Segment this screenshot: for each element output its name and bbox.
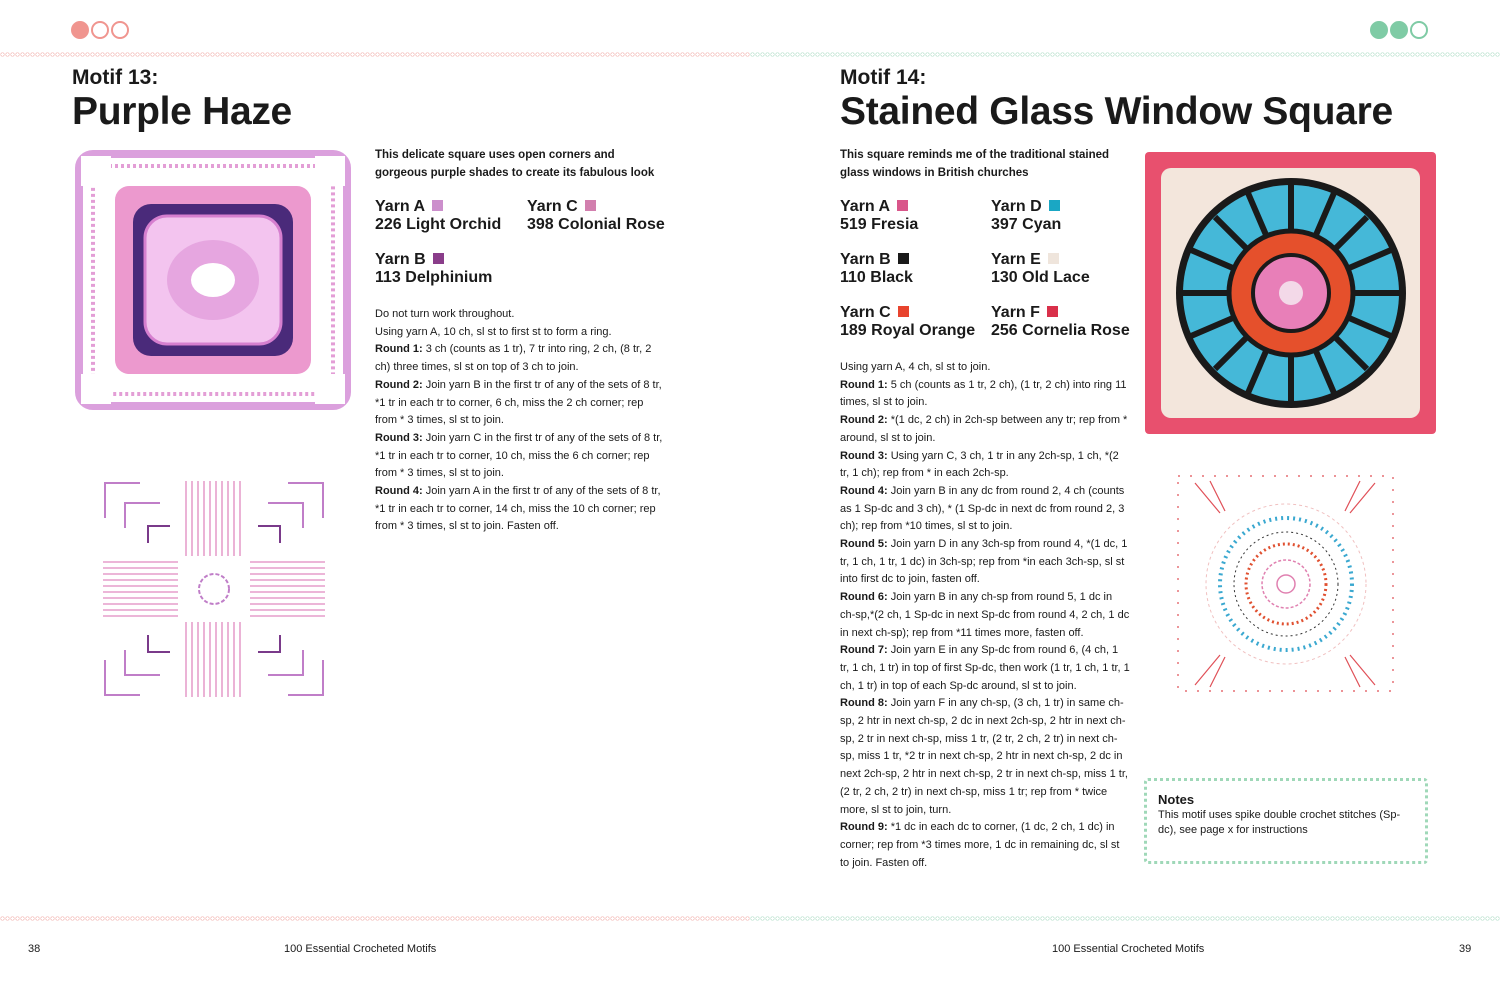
yarn-name: 113 Delphinium [375, 269, 493, 286]
dot-empty [111, 21, 129, 39]
yarn-label: Yarn C [840, 304, 891, 321]
yarn-c: Yarn C 189 Royal Orange [840, 304, 975, 340]
yarn-swatch [584, 200, 596, 211]
yarn-name: 130 Old Lace [991, 269, 1090, 286]
purple-haze-photo [75, 150, 351, 410]
instruction: Round 2: Join yarn B in the first tr of … [375, 378, 662, 427]
divider-top-right [750, 52, 1500, 57]
yarn-swatch [432, 253, 444, 264]
motif-title: Stained Glass Window Square [840, 90, 1393, 133]
instructions-left: Do not turn work throughout. Using yarn … [375, 306, 665, 536]
yarn-swatch [1048, 200, 1060, 211]
left-heading: Motif 13: Purple Haze [72, 66, 292, 134]
instruction: Round 6: Join yarn B in any ch-sp from r… [840, 591, 1130, 639]
instructions-right: Using yarn A, 4 ch, sl st to join. Round… [840, 359, 1130, 872]
dot-filled [1370, 21, 1388, 39]
instruction: Round 9: *1 dc in each dc to corner, (1 … [840, 821, 1120, 869]
yarn-b: Yarn B 113 Delphinium [375, 251, 492, 287]
stained-glass-photo [1145, 152, 1436, 434]
motif-title: Purple Haze [72, 90, 292, 133]
page-number-right: 39 [1459, 943, 1472, 955]
yarn-name: 519 Fresia [840, 216, 919, 233]
motif-number: Motif 14: [840, 66, 927, 89]
yarn-label: Yarn A [375, 198, 426, 215]
instruction: Round 4: Join yarn A in the first tr of … [375, 485, 661, 533]
instruction: Round 4: Join yarn B in any dc from roun… [840, 484, 1125, 533]
yarn-name: 110 Black [840, 269, 913, 286]
instruction: Round 3: Using yarn C, 3 ch, 1 tr in any… [840, 449, 1119, 480]
yarn-label: Yarn B [840, 251, 891, 268]
instruction: Round 2: *(1 dc, 2 ch) in 2ch-sp between… [840, 414, 1128, 444]
instruction: Round 7: Join yarn E in any Sp-dc from r… [840, 644, 1130, 692]
instruction: Round 1: 5 ch (counts as 1 tr, 2 ch), (1… [840, 378, 1127, 409]
yarn-f: Yarn F 256 Cornelia Rose [991, 304, 1130, 340]
instruction: Round 8: Join yarn F in any ch-sp, (3 ch… [840, 697, 1128, 816]
yarn-label: Yarn C [527, 198, 578, 215]
instruction: Round 1: 3 ch (counts as 1 tr), 7 tr int… [375, 343, 652, 374]
yarn-name: 398 Colonial Rose [527, 216, 665, 233]
motif-number: Motif 13: [72, 66, 159, 89]
yarn-name: 397 Cyan [991, 216, 1062, 233]
yarn-swatch [897, 306, 909, 317]
yarn-a: Yarn A 519 Fresia [840, 198, 918, 234]
yarn-swatch [1046, 306, 1058, 317]
yarn-swatch [897, 200, 909, 211]
yarn-a: Yarn A 226 Light Orchid [375, 198, 501, 234]
yarn-b: Yarn B 110 Black [840, 251, 913, 287]
yarn-name: 189 Royal Orange [840, 322, 976, 339]
purple-haze-chart [103, 481, 325, 697]
yarn-swatch [897, 253, 909, 264]
progress-dots-right [1370, 21, 1428, 39]
dot-empty [91, 21, 109, 39]
yarn-label: Yarn D [991, 198, 1042, 215]
dot-filled [71, 21, 89, 39]
right-heading: Motif 14: Stained Glass Window Square [840, 66, 1393, 134]
intro-text: This square reminds me of the traditiona… [840, 149, 1110, 179]
yarn-swatch [432, 200, 444, 211]
instruction: Round 3: Join yarn C in the first tr of … [375, 431, 663, 480]
yarn-label: Yarn A [840, 198, 891, 215]
instruction: Using yarn A, 10 ch, sl st to first st t… [375, 325, 612, 338]
yarn-label: Yarn E [991, 251, 1041, 268]
yarn-swatch [1047, 253, 1059, 264]
divider-top-left [0, 52, 750, 57]
intro-text: This delicate square uses open corners a… [375, 149, 655, 179]
yarn-c: Yarn C 398 Colonial Rose [527, 198, 665, 234]
instruction: Using yarn A, 4 ch, sl st to join. [840, 361, 991, 373]
yarn-label: Yarn F [991, 304, 1040, 321]
notes-text: This motif uses spike double crochet sti… [1158, 809, 1401, 836]
dot-empty [1410, 21, 1428, 39]
notes-box: Notes This motif uses spike double croch… [1144, 778, 1428, 864]
yarn-name: 226 Light Orchid [375, 216, 502, 233]
yarn-name: 256 Cornelia Rose [991, 322, 1130, 339]
footer-title-left: 100 Essential Crocheted Motifs [284, 943, 437, 955]
yarn-label: Yarn B [375, 251, 426, 268]
instruction: Do not turn work throughout. [375, 308, 515, 320]
dot-filled [1390, 21, 1408, 39]
divider-bottom-right [750, 916, 1500, 921]
notes-heading: Notes [1158, 792, 1195, 807]
progress-dots-left [71, 21, 129, 39]
footer-title-right: 100 Essential Crocheted Motifs [1052, 943, 1205, 955]
yarn-e: Yarn E 130 Old Lace [991, 251, 1090, 287]
page-number-left: 38 [28, 943, 41, 955]
divider-bottom-left [0, 916, 750, 921]
stained-glass-chart [1177, 475, 1394, 692]
instruction: Round 5: Join yarn D in any 3ch-sp from … [840, 538, 1128, 586]
yarn-d: Yarn D 397 Cyan [991, 198, 1061, 234]
